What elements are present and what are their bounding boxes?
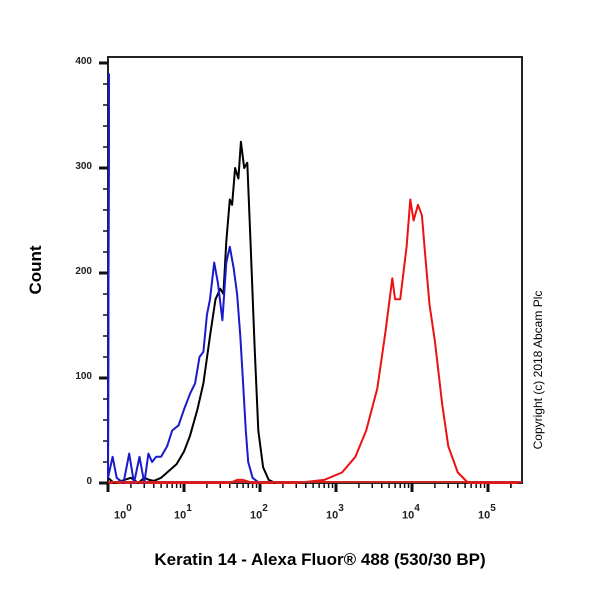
x-tick-label: 102 <box>250 503 268 522</box>
x-tick-label: 101 <box>174 503 192 522</box>
y-tick-label: 200 <box>75 266 92 277</box>
plot-axes <box>99 56 523 492</box>
x-tick-label: 104 <box>402 503 420 522</box>
x-tick-label: 105 <box>478 503 496 522</box>
y-tick-label: 400 <box>75 56 92 67</box>
y-tick-label: 300 <box>75 161 92 172</box>
x-axis-label: Keratin 14 - Alexa Fluor® 488 (530/30 BP… <box>154 550 486 569</box>
x-tick-label: 100 <box>114 503 132 522</box>
y-tick-label: 0 <box>86 476 92 487</box>
plot-frame <box>107 56 523 484</box>
y-tick-label: 100 <box>75 371 92 382</box>
series-line <box>107 83 276 484</box>
x-tick-label: 103 <box>326 503 344 522</box>
copyright-annotation: Copyright (c) 2018 Abcam Plc <box>531 290 545 450</box>
y-axis-label: Count <box>26 245 45 295</box>
histogram-series <box>107 73 522 484</box>
